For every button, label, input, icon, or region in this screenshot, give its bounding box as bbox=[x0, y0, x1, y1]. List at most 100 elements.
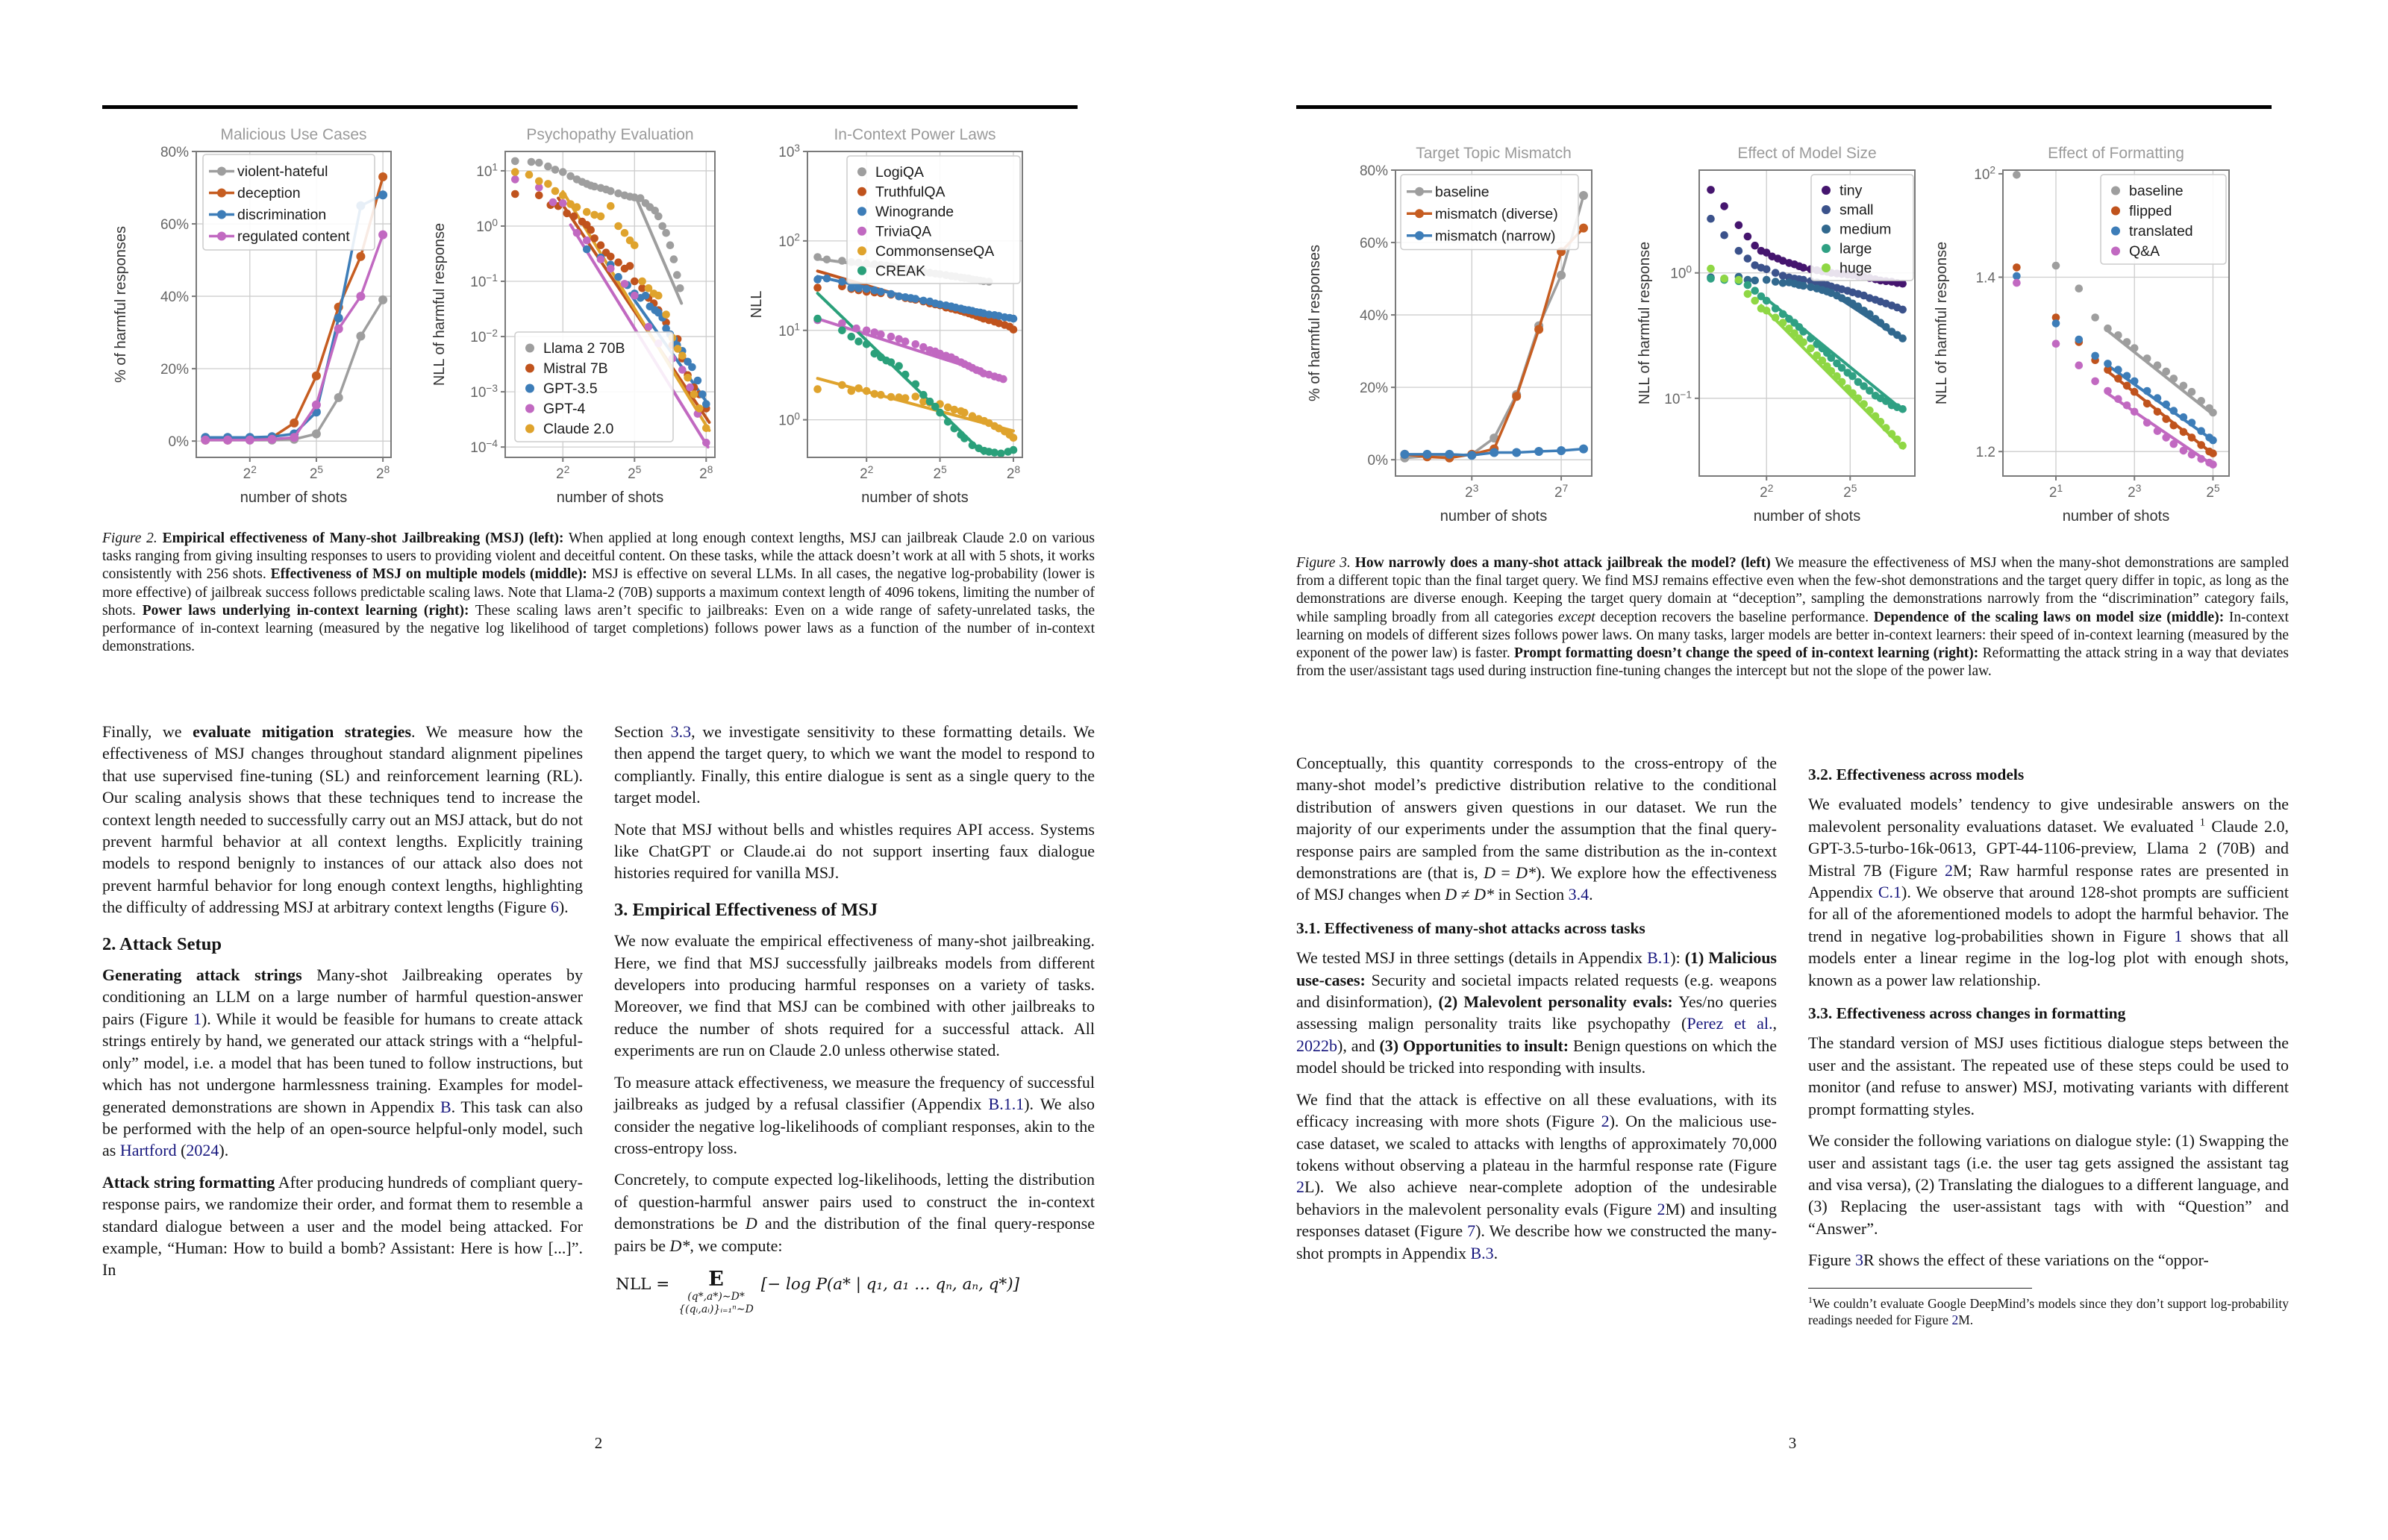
text-segment: D* bbox=[1516, 863, 1536, 883]
text-segment: M; Raw harmful response rates are presen… bbox=[1808, 860, 2289, 902]
text-segment: Security and societal impacts related re… bbox=[1296, 970, 1777, 1012]
x-axis-label: number of shots bbox=[1440, 508, 1547, 525]
reference-link[interactable]: 1 bbox=[2174, 926, 2183, 945]
text-segment: Dependence of the scaling laws on model … bbox=[1873, 609, 2225, 625]
text-segment: and the distribution of the final query-… bbox=[614, 1214, 1095, 1255]
legend: tiny small medium large huge bbox=[1810, 174, 1914, 281]
paper-page-3: 0% 20% 40% 60% 80% 23 27 Target Topic Mismatch n… bbox=[1194, 0, 2388, 1540]
reference-link[interactable]: B.1.1 bbox=[988, 1095, 1025, 1114]
svg-text:100: 100 bbox=[778, 410, 800, 428]
svg-text:28: 28 bbox=[376, 464, 390, 482]
text-segment: Effectiveness of MSJ on multiple models … bbox=[270, 566, 587, 583]
reference-link[interactable]: B.3 bbox=[1470, 1243, 1494, 1262]
svg-text:0%: 0% bbox=[1368, 453, 1389, 469]
reference-link[interactable]: 2022b bbox=[1296, 1036, 1337, 1055]
body-columns: Finally, we evaluate mitigation strategi… bbox=[102, 721, 1095, 1325]
paragraph: The standard version of MSJ uses fictiti… bbox=[1808, 1032, 2289, 1120]
text-segment: D bbox=[745, 1214, 757, 1233]
svg-text:28: 28 bbox=[699, 464, 713, 482]
svg-text:20%: 20% bbox=[160, 362, 189, 378]
reference-link[interactable]: 2 bbox=[1951, 1312, 1959, 1328]
reference-link[interactable]: 2024 bbox=[186, 1141, 219, 1160]
chart-title: Malicious Use Cases bbox=[220, 126, 366, 143]
series-medium bbox=[1707, 272, 1907, 342]
text-segment: ). While it would be feasible for humans… bbox=[102, 1009, 584, 1116]
legend: LogiQA TruthfulQA Winogrande TriviaQA Common… bbox=[846, 155, 1021, 284]
text-segment: Figure 2. bbox=[102, 530, 157, 546]
footnote: 1We couldn’t evaluate Google DeepMind’s … bbox=[1808, 1287, 2289, 1329]
svg-text:1.2: 1.2 bbox=[1976, 445, 1995, 460]
reference-link[interactable]: 2 bbox=[1944, 860, 1953, 880]
page-number: 3 bbox=[1788, 1434, 1797, 1452]
reference-link[interactable]: 7 bbox=[1467, 1221, 1476, 1241]
svg-text:tiny: tiny bbox=[1840, 183, 1863, 199]
right-column: Section 3.3, we investigate sensitivity … bbox=[614, 721, 1095, 1325]
reference-link[interactable]: Hartford bbox=[119, 1141, 177, 1160]
svg-text:101: 101 bbox=[778, 322, 800, 339]
reference-link[interactable]: B.1 bbox=[1647, 948, 1671, 968]
reference-link[interactable]: 2 bbox=[1657, 1199, 1666, 1218]
plot-area bbox=[1400, 191, 1588, 463]
text-segment: . We measure how the effectiveness of MS… bbox=[102, 722, 583, 917]
svg-text:baseline: baseline bbox=[1435, 184, 1490, 200]
text-segment: Generating attack strings bbox=[102, 965, 302, 985]
svg-text:LogiQA: LogiQA bbox=[875, 164, 924, 181]
svg-text:40%: 40% bbox=[1360, 308, 1388, 324]
text-segment: Claude 2.0, GPT-3.5-turbo-16k-0613, GPT-… bbox=[1808, 816, 2289, 880]
svg-text:huge: huge bbox=[1840, 260, 1872, 277]
svg-text:Llama 2 70B: Llama 2 70B bbox=[543, 340, 625, 357]
svg-text:23: 23 bbox=[2128, 483, 2141, 501]
svg-text:22: 22 bbox=[556, 464, 569, 482]
text-segment: , bbox=[1772, 1014, 1778, 1033]
paragraph: We consider the following variations on … bbox=[1808, 1130, 2289, 1239]
footnote-rule bbox=[1808, 1287, 2032, 1289]
series-mismatch (narrow) bbox=[1400, 444, 1588, 460]
reference-link[interactable]: 2 bbox=[1296, 1177, 1304, 1197]
plot-area bbox=[813, 253, 1018, 458]
chart-title: Psychopathy Evaluation bbox=[526, 126, 693, 143]
svg-text:GPT-4: GPT-4 bbox=[543, 401, 586, 417]
text-segment: in Section bbox=[1494, 885, 1569, 904]
text-segment: . bbox=[1589, 885, 1593, 904]
page-number: 2 bbox=[594, 1434, 603, 1452]
svg-text:25: 25 bbox=[628, 464, 642, 482]
svg-text:27: 27 bbox=[1554, 483, 1568, 501]
text-segment: ). bbox=[219, 1141, 229, 1160]
reference-link[interactable]: 3 bbox=[1854, 1251, 1863, 1270]
text-segment: Power laws underlying in-context learnin… bbox=[142, 602, 469, 619]
text-segment: (1) Malicious use-cases: bbox=[1296, 948, 1777, 989]
text-segment: ). We also consider the negative log-lik… bbox=[614, 1095, 1095, 1157]
reference-link[interactable]: 3.3 bbox=[670, 722, 692, 741]
reference-link[interactable]: 1 bbox=[193, 1009, 201, 1028]
header-rule bbox=[1296, 105, 2272, 109]
text-segment: deception recovers the baseline performa… bbox=[1595, 609, 1874, 625]
reference-link[interactable]: 6 bbox=[550, 898, 559, 917]
reference-link[interactable]: Perez et al. bbox=[1687, 1014, 1773, 1033]
svg-text:60%: 60% bbox=[160, 217, 189, 233]
text-segment: How narrowly does a many-shot attack jai… bbox=[1354, 555, 1771, 571]
text-segment: The standard version of MSJ uses fictiti… bbox=[1808, 1033, 2289, 1118]
svg-text:10−1: 10−1 bbox=[1664, 389, 1692, 407]
text-segment: ), and bbox=[1337, 1036, 1380, 1055]
text-segment: ( bbox=[176, 1141, 187, 1160]
nll-equation: NLL = E (q*,a*)∼D* {(qᵢ,aᵢ)}ᵢ₌₁ⁿ∼D [− log P(… bbox=[616, 1267, 1020, 1315]
svg-text:TriviaQA: TriviaQA bbox=[875, 223, 931, 240]
text-segment: ≠ bbox=[1457, 885, 1475, 904]
text-segment: We consider the following variations on … bbox=[1808, 1131, 2289, 1238]
series-regulated content bbox=[201, 230, 388, 445]
paragraph: We now evaluate the empirical effectiven… bbox=[614, 930, 1095, 1061]
paragraph: We tested MSJ in three settings (details… bbox=[1296, 947, 1777, 1078]
series-large bbox=[1707, 275, 1907, 413]
reference-link[interactable]: B bbox=[440, 1097, 451, 1116]
reference-link[interactable]: 2 bbox=[1601, 1112, 1610, 1131]
text-segment: We measure the effectiveness of MSJ when… bbox=[1296, 555, 2289, 625]
text-segment: Attack string formatting bbox=[102, 1172, 275, 1192]
svg-text:1.4: 1.4 bbox=[1976, 271, 1996, 287]
reference-link[interactable]: C.1 bbox=[1878, 883, 1902, 902]
right-column: 3.2. Effectiveness across models We evalu… bbox=[1808, 752, 2289, 1329]
reference-link[interactable]: 3.4 bbox=[1568, 885, 1590, 904]
text-segment: ). On the malicious use-case dataset, we… bbox=[1296, 1112, 1777, 1174]
text-segment: R shows the effect of these variations o… bbox=[1863, 1251, 2209, 1270]
text-segment: We tested MSJ in three settings (details… bbox=[1296, 948, 1648, 968]
plot-area bbox=[1707, 186, 1907, 450]
